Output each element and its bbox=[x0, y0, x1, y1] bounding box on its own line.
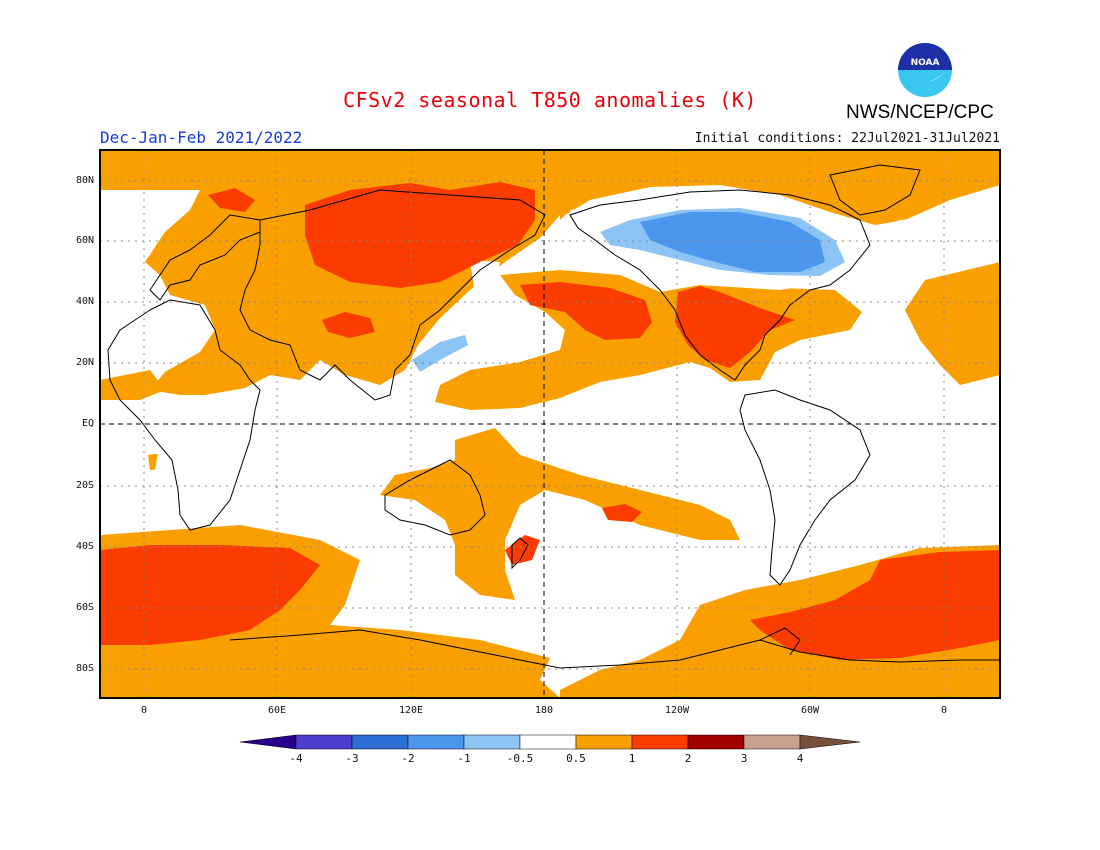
coast-greenland bbox=[829, 164, 921, 216]
anomaly-red-siberia bbox=[305, 182, 535, 288]
colorbar-label: -3 bbox=[345, 752, 359, 765]
colorbar-segment bbox=[407, 734, 465, 750]
anomaly-red-south-pacific bbox=[602, 504, 642, 522]
colorbar-label: 3 bbox=[740, 752, 748, 765]
colorbar-label: 4 bbox=[796, 752, 804, 765]
colorbar-label: 2 bbox=[684, 752, 692, 765]
coast-south-america bbox=[739, 389, 871, 586]
map-title: CFSv2 seasonal T850 anomalies (K) bbox=[343, 88, 757, 112]
anomaly-blue-canada bbox=[640, 212, 825, 272]
lon-tick-label: 180 bbox=[534, 705, 554, 716]
colorbar-segment bbox=[295, 734, 353, 750]
noaa-logo-text: NOAA bbox=[911, 58, 940, 68]
coast-africa bbox=[107, 299, 261, 531]
colorbar-label: -0.5 bbox=[506, 752, 534, 765]
coast-north-america bbox=[569, 189, 871, 381]
colorbar-segment bbox=[631, 734, 689, 750]
anomaly-red-scandinavia bbox=[208, 188, 255, 212]
anomaly-region-atlantic-europe bbox=[905, 262, 1000, 385]
colorbar-segment bbox=[463, 734, 521, 750]
colorbar-segment-neg-extend bbox=[239, 734, 297, 750]
coast-antarctic-peninsula bbox=[759, 627, 801, 656]
colorbar-segment bbox=[351, 734, 409, 750]
lat-tick-label: 60S bbox=[75, 602, 94, 613]
colorbar-label: 1 bbox=[628, 752, 636, 765]
noaa-logo: NOAA bbox=[898, 43, 952, 97]
lat-tick-label: 20N bbox=[75, 357, 94, 368]
anomaly-red-north-pacific bbox=[520, 282, 652, 340]
anomaly-lightblue-japan bbox=[412, 335, 468, 372]
colorbar-segment bbox=[687, 734, 745, 750]
lon-tick-label: 0 bbox=[940, 705, 948, 716]
lat-tick-label: 60N bbox=[75, 235, 94, 246]
lat-tick-label: 20S bbox=[75, 480, 94, 491]
lon-tick-label: 120E bbox=[398, 705, 424, 716]
colorbar-segment bbox=[519, 734, 577, 750]
season-label: Dec-Jan-Feb 2021/2022 bbox=[100, 128, 303, 147]
anomaly-blue-regions bbox=[412, 208, 845, 372]
colorbar-label: -4 bbox=[289, 752, 303, 765]
initial-conditions-label: Initial conditions: 22Jul2021-31Jul2021 bbox=[694, 131, 1000, 146]
coast-australia bbox=[384, 459, 486, 536]
colorbar-label: -2 bbox=[401, 752, 415, 765]
anomaly-region-arctic-west bbox=[560, 150, 1000, 225]
lat-tick-label: 40N bbox=[75, 296, 94, 307]
colorbar-segment-pos-extend bbox=[799, 734, 861, 750]
lon-tick-label: 0 bbox=[140, 705, 148, 716]
anomaly-red-regions bbox=[100, 182, 1000, 660]
coast-new-zealand bbox=[511, 537, 529, 570]
coastlines bbox=[107, 164, 1000, 669]
lon-tick-label: 60E bbox=[267, 705, 287, 716]
lon-tick-label: 60W bbox=[800, 705, 820, 716]
colorbar-segment bbox=[575, 734, 633, 750]
anomaly-red-south-atlantic bbox=[750, 550, 1000, 660]
lat-tick-label: 40S bbox=[75, 541, 94, 552]
anomaly-red-central-asia bbox=[322, 312, 375, 338]
anomaly-region-south-pacific bbox=[380, 428, 740, 600]
coast-asia bbox=[239, 189, 546, 401]
colorbar-label: -1 bbox=[457, 752, 471, 765]
lat-tick-label: 80S bbox=[75, 663, 94, 674]
lat-tick-label: EQ bbox=[81, 418, 94, 429]
lon-tick-label: 120W bbox=[664, 705, 690, 716]
anomaly-red-new-zealand bbox=[505, 535, 540, 565]
coast-antarctica bbox=[229, 629, 1000, 669]
agency-label: NWS/NCEP/CPC bbox=[846, 102, 994, 123]
anomaly-red-south-indian bbox=[100, 545, 320, 645]
lat-tick-label: 80N bbox=[75, 175, 94, 186]
map-frame bbox=[99, 149, 1001, 699]
colorbar bbox=[239, 734, 861, 750]
anomaly-red-usa bbox=[675, 286, 795, 368]
colorbar-label: 0.5 bbox=[566, 752, 586, 765]
colorbar-segment bbox=[743, 734, 801, 750]
